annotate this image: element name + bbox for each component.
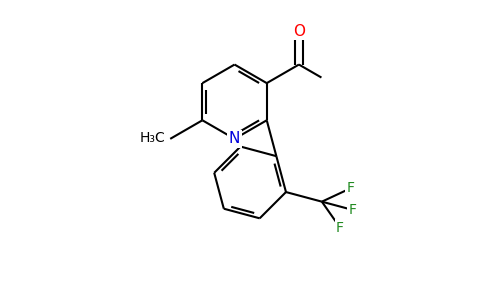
Text: N: N — [229, 131, 240, 146]
Text: F: F — [348, 203, 356, 217]
Text: F: F — [347, 181, 354, 195]
Text: F: F — [336, 220, 344, 235]
Text: O: O — [293, 24, 305, 39]
Text: H: H — [154, 130, 166, 145]
Text: H₃C: H₃C — [140, 131, 166, 145]
